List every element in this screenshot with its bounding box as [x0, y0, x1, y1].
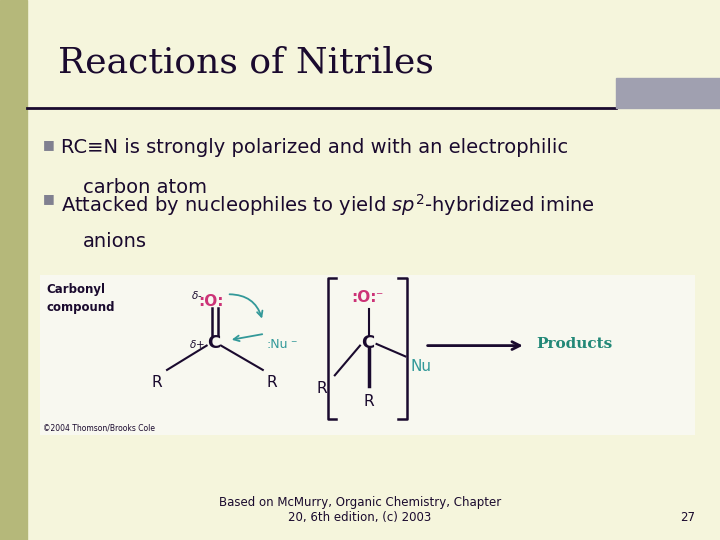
- Text: :O:: :O:: [198, 294, 223, 309]
- Text: RC≡N is strongly polarized and with an electrophilic: RC≡N is strongly polarized and with an e…: [61, 138, 568, 157]
- Text: ■: ■: [43, 138, 55, 151]
- FancyArrowPatch shape: [234, 334, 262, 341]
- Text: Products: Products: [536, 338, 613, 352]
- Text: R: R: [266, 375, 277, 390]
- Text: Nu: Nu: [410, 359, 431, 374]
- Text: $\delta$-: $\delta$-: [191, 289, 202, 301]
- Text: Attacked by nucleophiles to yield $\mathit{sp}^2$-hybridized imine: Attacked by nucleophiles to yield $\math…: [61, 192, 595, 218]
- Text: $^-$: $^-$: [289, 339, 299, 349]
- Text: C: C: [207, 334, 220, 352]
- Text: Reactions of Nitriles: Reactions of Nitriles: [58, 46, 433, 80]
- Bar: [616, 78, 720, 108]
- Text: R: R: [364, 394, 374, 409]
- Bar: [0, 0, 27, 540]
- FancyArrowPatch shape: [428, 342, 520, 349]
- Text: :Nu: :Nu: [266, 338, 288, 350]
- Text: $\delta$+: $\delta$+: [189, 338, 205, 349]
- Text: Carbonyl
compound: Carbonyl compound: [47, 284, 115, 314]
- Text: 27: 27: [680, 511, 695, 524]
- Text: C: C: [361, 334, 374, 352]
- Text: ■: ■: [43, 192, 55, 205]
- Text: ©2004 Thomson/Brooks Cole: ©2004 Thomson/Brooks Cole: [43, 424, 156, 433]
- Text: anions: anions: [83, 232, 147, 251]
- Text: R: R: [151, 375, 162, 390]
- Text: Based on McMurry, Organic Chemistry, Chapter
20, 6th edition, (c) 2003: Based on McMurry, Organic Chemistry, Cha…: [219, 496, 501, 524]
- Text: carbon atom: carbon atom: [83, 178, 207, 197]
- Text: R: R: [317, 381, 328, 396]
- Bar: [40, 275, 695, 435]
- Text: :O:: :O:: [351, 290, 377, 305]
- FancyArrowPatch shape: [230, 294, 262, 316]
- Text: $^-$: $^-$: [374, 290, 384, 303]
